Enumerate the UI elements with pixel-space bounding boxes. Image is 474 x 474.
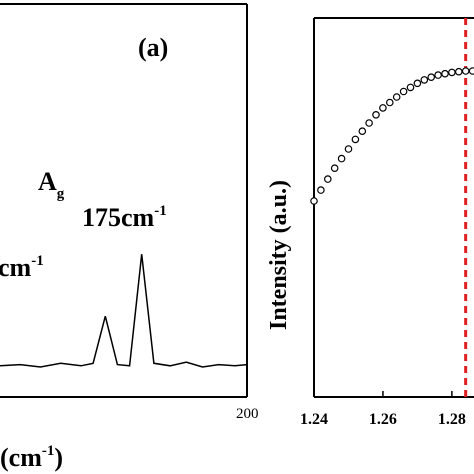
data-point [323, 175, 332, 183]
peak-label-ag: Ag [38, 167, 65, 202]
left-x-axis-label-sup: -1 [42, 443, 55, 459]
data-point [392, 93, 401, 101]
left-x-axis-label-close: ) [54, 443, 63, 472]
data-point [337, 154, 346, 163]
raman-spectrum-line [0, 254, 248, 368]
data-point [420, 76, 429, 84]
data-point [344, 145, 353, 153]
left-x-tick-label: 200 [236, 406, 259, 422]
peak-label-175: 175cm-1 [82, 203, 167, 232]
right-x-tick-label: 1.24 [300, 411, 328, 428]
right-y-axis-label: Intensity (a.u.) [266, 180, 292, 330]
panel-label: (a) [138, 33, 168, 62]
peak-label-175-sup: -1 [154, 203, 167, 219]
data-point [454, 67, 463, 76]
peak-label-left-sup: -1 [31, 253, 44, 269]
data-points [310, 67, 474, 205]
data-point [461, 67, 470, 75]
data-point [317, 186, 325, 194]
peak-label-ag-subscript: g [57, 186, 65, 202]
peak-label-left: cm-1 [0, 253, 44, 282]
data-point [365, 119, 373, 127]
data-point [413, 79, 422, 88]
right-x-ticks: 1.24 1.26 1.28 [300, 391, 466, 428]
raman-panel: (a) Ag 175cm-1 cm-1 200 (cm-1) [0, 3, 259, 472]
data-point [434, 71, 442, 79]
data-point [385, 98, 394, 107]
data-point [330, 164, 339, 173]
data-point [399, 87, 408, 96]
data-point [441, 69, 449, 78]
data-point [468, 67, 474, 75]
data-point [351, 135, 360, 144]
data-point [427, 73, 436, 82]
right-x-tick-label: 1.28 [438, 411, 466, 428]
right-x-tick-label: 1.26 [369, 411, 397, 428]
left-x-axis-label: (cm-1) [0, 443, 63, 472]
data-point [379, 104, 387, 112]
data-point [310, 197, 318, 205]
data-point [358, 127, 367, 136]
absorption-panel: 1.24 1.26 1.28 Intensity (a.u.) [266, 17, 474, 428]
data-point [372, 111, 380, 119]
data-point [448, 68, 456, 77]
data-point [406, 83, 415, 92]
